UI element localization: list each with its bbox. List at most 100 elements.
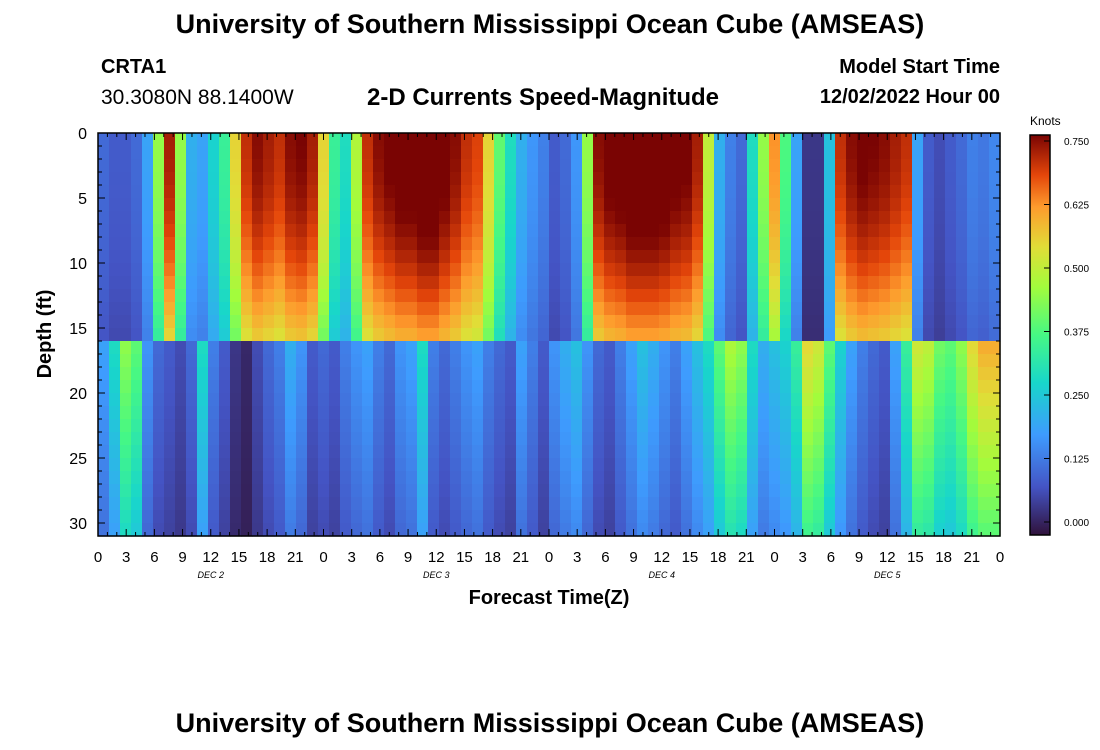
heatmap-cell	[560, 185, 572, 199]
heatmap-cell	[989, 380, 1001, 394]
heatmap-cell	[901, 523, 913, 537]
heatmap-cell	[934, 458, 946, 472]
heatmap-cell	[791, 445, 803, 459]
heatmap-cell	[175, 341, 187, 355]
heatmap-cell	[615, 289, 627, 303]
heatmap-cell	[373, 276, 385, 290]
heatmap-cell	[868, 185, 880, 199]
heatmap-cell	[318, 354, 330, 368]
heatmap-cell	[296, 367, 308, 381]
heatmap-cell	[560, 497, 572, 511]
heatmap-cell	[230, 419, 242, 433]
heatmap-cell	[527, 211, 539, 225]
heatmap-cell	[978, 432, 990, 446]
heatmap-cell	[934, 250, 946, 264]
heatmap-cell	[791, 523, 803, 537]
heatmap-cell	[296, 146, 308, 160]
heatmap-cell	[923, 367, 935, 381]
heatmap-cell	[857, 289, 869, 303]
heatmap-cell	[472, 263, 484, 277]
heatmap-cell	[538, 302, 550, 316]
heatmap-cell	[571, 367, 583, 381]
heatmap-cell	[494, 471, 506, 485]
heatmap-cell	[318, 445, 330, 459]
heatmap-cell	[692, 471, 704, 485]
heatmap-cell	[109, 393, 121, 407]
heatmap-cell	[593, 224, 605, 238]
heatmap-cell	[967, 393, 979, 407]
heatmap-cell	[373, 133, 385, 147]
heatmap-cell	[736, 185, 748, 199]
heatmap-cell	[615, 406, 627, 420]
heatmap-cell	[142, 146, 154, 160]
heatmap-cell	[593, 432, 605, 446]
heatmap-cell	[637, 380, 649, 394]
heatmap-cell	[428, 276, 440, 290]
heatmap-cell	[494, 380, 506, 394]
heatmap-cell	[296, 432, 308, 446]
heatmap-cell	[813, 328, 825, 342]
heatmap-cell	[813, 172, 825, 186]
heatmap-cell	[406, 185, 418, 199]
heatmap-cell	[472, 367, 484, 381]
heatmap-cell	[219, 133, 231, 147]
heatmap-cell	[824, 497, 836, 511]
heatmap-cell	[967, 380, 979, 394]
heatmap-cell	[120, 393, 132, 407]
heatmap-cell	[142, 393, 154, 407]
heatmap-cell	[670, 354, 682, 368]
heatmap-cell	[241, 211, 253, 225]
heatmap-cell	[813, 185, 825, 199]
heatmap-cell	[516, 159, 528, 173]
heatmap-cell	[692, 315, 704, 329]
heatmap-cell	[747, 237, 759, 251]
heatmap-cell	[582, 302, 594, 316]
heatmap-cell	[461, 289, 473, 303]
heatmap-cell	[912, 341, 924, 355]
heatmap-cell	[395, 133, 407, 147]
heatmap-cell	[879, 380, 891, 394]
heatmap-cell	[230, 471, 242, 485]
heatmap-cell	[934, 367, 946, 381]
heatmap-cell	[527, 510, 539, 524]
heatmap-cell	[813, 510, 825, 524]
x-tick-label: 12	[202, 549, 219, 566]
heatmap-cell	[439, 250, 451, 264]
heatmap-cell	[197, 276, 209, 290]
heatmap-cell	[780, 289, 792, 303]
heatmap-cell	[967, 133, 979, 147]
heatmap-cell	[747, 497, 759, 511]
heatmap-cell	[329, 406, 341, 420]
heatmap-cell	[494, 146, 506, 160]
heatmap-cell	[417, 510, 429, 524]
heatmap-cell	[263, 393, 275, 407]
heatmap-cell	[802, 523, 814, 537]
heatmap-cell	[769, 328, 781, 342]
heatmap-cell	[879, 432, 891, 446]
heatmap-cell	[780, 471, 792, 485]
heatmap-cell	[945, 393, 957, 407]
heatmap-cell	[945, 380, 957, 394]
heatmap-cell	[769, 263, 781, 277]
heatmap-cell	[571, 432, 583, 446]
heatmap-cell	[714, 393, 726, 407]
heatmap-cell	[978, 172, 990, 186]
heatmap-cell	[153, 224, 165, 238]
heatmap-cell	[230, 250, 242, 264]
heatmap-cell	[549, 328, 561, 342]
heatmap-cell	[802, 484, 814, 498]
heatmap-cell	[384, 445, 396, 459]
heatmap-cell	[461, 445, 473, 459]
heatmap-cell	[824, 198, 836, 212]
heatmap-cell	[340, 172, 352, 186]
heatmap-cell	[285, 146, 297, 160]
heatmap-cell	[373, 419, 385, 433]
heatmap-cell	[131, 432, 143, 446]
heatmap-cell	[120, 445, 132, 459]
heatmap-cell	[450, 276, 462, 290]
heatmap-cell	[736, 471, 748, 485]
heatmap-cell	[736, 341, 748, 355]
heatmap-cell	[747, 406, 759, 420]
heatmap-cell	[956, 159, 968, 173]
heatmap-cell	[989, 419, 1001, 433]
